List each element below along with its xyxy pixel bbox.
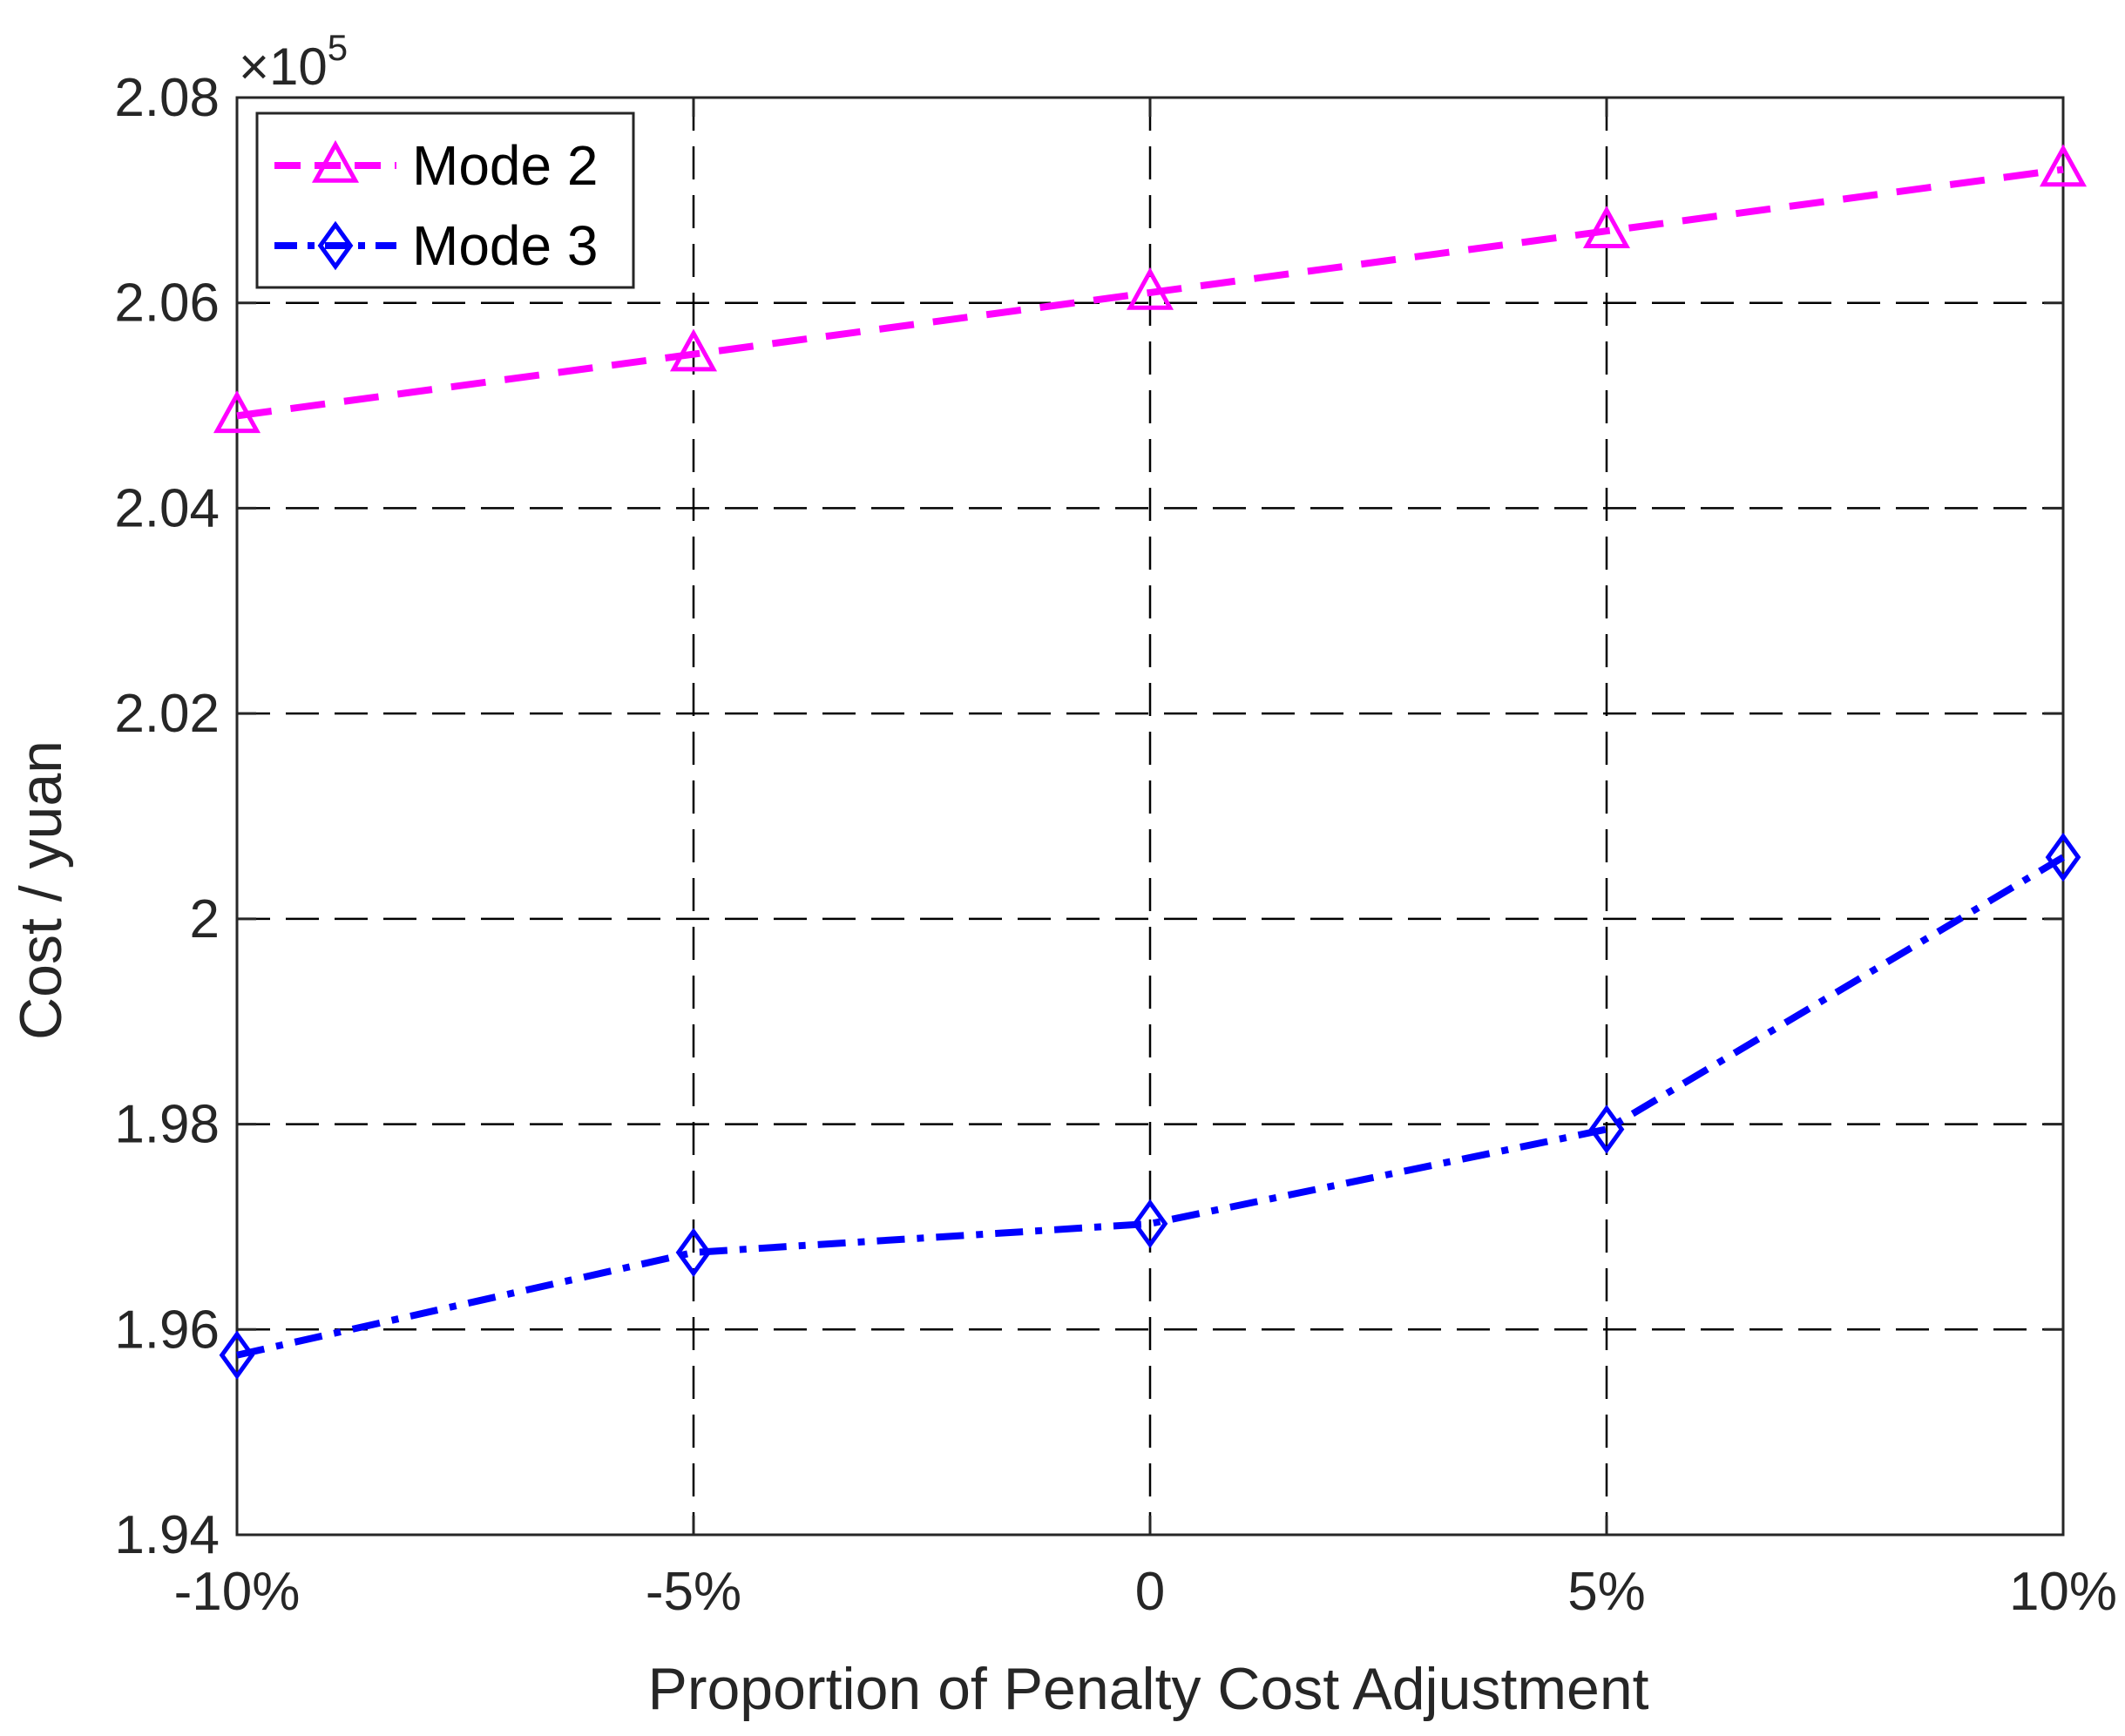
grid-lines [237,98,2063,1535]
x-tick-label: 0 [1135,1562,1165,1622]
y-tick-label: 1.98 [114,1095,220,1155]
triangle-marker [1126,267,1174,310]
triangle-marker [669,328,718,372]
x-tick-label: -5% [646,1562,741,1622]
series-mode-3 [219,832,2081,1381]
legend-label: Mode 3 [412,214,598,277]
y-tick-label: 2 [190,889,220,949]
diamond-marker [1132,1199,1168,1249]
x-tick-label: 10% [2009,1562,2117,1622]
triangle-marker [1582,206,1631,248]
legend-box [255,111,635,289]
series-mode-2 [213,144,2088,434]
legend-item: Mode 2 [274,134,598,197]
y-tick-label: 1.94 [114,1505,220,1565]
x-axis-label: Proportion of Penalty Cost Adjustment [647,1656,1648,1722]
legend: Mode 2 Mode 3 [255,111,635,289]
y-tick-label: 2.04 [114,478,220,538]
y-tick-label: 2.08 [114,68,220,128]
y-axis-multiplier-exponent: 5 [328,27,348,68]
diamond-marker [2045,832,2081,882]
y-axis-multiplier: ×105 [239,27,348,96]
axis-ticks: 1.94 1.96 1.98 2 2.02 2.04 2.06 2.08 -10% -5% 0 5% 1… [114,68,2117,1622]
y-axis-multiplier-base: ×10 [239,37,328,96]
y-axis-label: Cost / yuan [8,740,74,1040]
diamond-marker [219,1330,255,1381]
series-layer [213,144,2088,1381]
legend-triangle-marker [311,139,360,183]
diamond-marker [675,1227,712,1278]
x-tick-label: 5% [1567,1562,1646,1622]
y-tick-label: 1.96 [114,1300,220,1360]
legend-label: Mode 2 [412,134,598,197]
diamond-marker [1588,1104,1625,1154]
legend-diamond-marker [317,220,354,271]
series-line [236,165,2064,420]
y-tick-label: 2.06 [114,274,220,334]
triangle-marker [213,390,261,434]
x-tick-label: -10% [174,1562,301,1622]
y-tick-label: 2.02 [114,684,220,744]
legend-item: Mode 3 [274,214,598,277]
series-line [236,854,2066,1359]
triangle-marker [2039,144,2088,187]
